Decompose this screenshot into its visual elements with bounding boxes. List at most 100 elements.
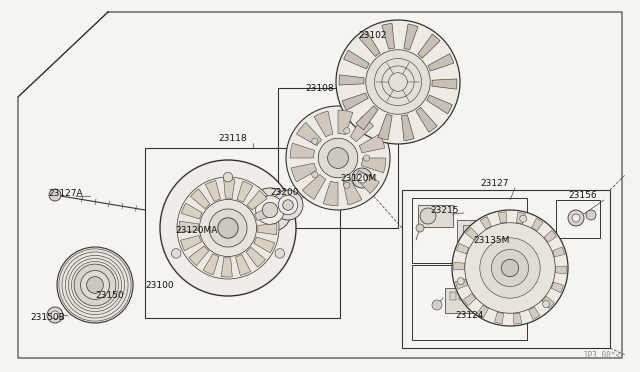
- Wedge shape: [401, 115, 414, 141]
- Circle shape: [262, 202, 278, 218]
- Circle shape: [49, 189, 61, 201]
- Text: 23102: 23102: [358, 31, 387, 39]
- Circle shape: [318, 138, 358, 178]
- Circle shape: [177, 177, 279, 279]
- Wedge shape: [499, 212, 507, 223]
- Wedge shape: [247, 190, 267, 210]
- Wedge shape: [477, 305, 488, 318]
- Text: 23127A: 23127A: [48, 189, 83, 198]
- Circle shape: [364, 155, 370, 161]
- Circle shape: [74, 264, 116, 306]
- Bar: [459, 292, 465, 300]
- Wedge shape: [224, 179, 235, 198]
- Wedge shape: [359, 32, 380, 57]
- Text: JP3 00*<: JP3 00*<: [583, 351, 620, 360]
- Bar: [445, 288, 487, 313]
- Text: 23118: 23118: [218, 134, 246, 142]
- Wedge shape: [314, 111, 333, 137]
- Wedge shape: [416, 108, 437, 132]
- Wedge shape: [236, 254, 251, 275]
- Wedge shape: [344, 50, 369, 69]
- Wedge shape: [342, 93, 368, 110]
- Circle shape: [492, 250, 529, 286]
- Text: 23156: 23156: [568, 190, 596, 199]
- Circle shape: [357, 173, 367, 183]
- Circle shape: [366, 50, 430, 114]
- Circle shape: [344, 128, 350, 134]
- Wedge shape: [513, 313, 522, 324]
- Circle shape: [568, 210, 584, 226]
- Wedge shape: [382, 23, 394, 49]
- Wedge shape: [323, 181, 338, 206]
- Bar: [457, 220, 487, 242]
- Wedge shape: [350, 116, 374, 142]
- Circle shape: [283, 200, 293, 210]
- Circle shape: [160, 160, 296, 296]
- Circle shape: [312, 172, 318, 178]
- Circle shape: [218, 218, 238, 238]
- Circle shape: [572, 214, 580, 222]
- Wedge shape: [181, 203, 202, 219]
- Wedge shape: [355, 170, 380, 193]
- Wedge shape: [246, 247, 266, 267]
- Text: 23135M: 23135M: [473, 235, 509, 244]
- Text: 23215: 23215: [430, 205, 458, 215]
- Wedge shape: [454, 262, 465, 270]
- Wedge shape: [179, 221, 198, 232]
- Text: 23200: 23200: [270, 187, 298, 196]
- Circle shape: [51, 311, 59, 319]
- Circle shape: [223, 172, 233, 182]
- Wedge shape: [542, 296, 554, 308]
- Text: 23120M: 23120M: [340, 173, 376, 183]
- Wedge shape: [418, 34, 440, 58]
- Wedge shape: [338, 110, 353, 135]
- Wedge shape: [339, 75, 364, 85]
- Wedge shape: [191, 189, 210, 209]
- Wedge shape: [296, 122, 322, 146]
- Circle shape: [86, 277, 104, 294]
- Text: 23150B: 23150B: [30, 314, 65, 323]
- Wedge shape: [291, 163, 317, 182]
- Bar: [402, 190, 610, 348]
- Circle shape: [278, 195, 298, 215]
- Circle shape: [543, 301, 550, 308]
- Circle shape: [336, 20, 460, 144]
- Circle shape: [209, 209, 247, 247]
- Wedge shape: [359, 134, 385, 153]
- Circle shape: [420, 208, 436, 224]
- Text: 23108: 23108: [305, 83, 333, 93]
- Circle shape: [416, 224, 424, 232]
- Wedge shape: [255, 205, 275, 221]
- Bar: [418, 205, 453, 227]
- Circle shape: [457, 278, 464, 285]
- Wedge shape: [529, 307, 540, 320]
- Text: 23100: 23100: [145, 280, 173, 289]
- Wedge shape: [189, 246, 209, 266]
- Bar: [145, 148, 340, 318]
- Circle shape: [480, 238, 540, 298]
- Text: 23127: 23127: [480, 179, 509, 187]
- Circle shape: [47, 307, 63, 323]
- Circle shape: [520, 215, 527, 222]
- Wedge shape: [361, 158, 386, 173]
- Circle shape: [352, 168, 372, 188]
- Text: 23124: 23124: [455, 311, 483, 320]
- Circle shape: [452, 210, 568, 326]
- Wedge shape: [343, 179, 362, 205]
- Bar: [468, 292, 474, 300]
- Wedge shape: [258, 224, 277, 235]
- Wedge shape: [356, 106, 378, 130]
- Wedge shape: [552, 247, 564, 257]
- Circle shape: [248, 188, 292, 232]
- Wedge shape: [378, 114, 392, 140]
- Bar: [412, 198, 527, 263]
- Circle shape: [344, 182, 350, 188]
- Wedge shape: [456, 243, 469, 254]
- Wedge shape: [221, 258, 232, 277]
- Wedge shape: [205, 180, 221, 202]
- Wedge shape: [456, 279, 467, 289]
- Text: 23150: 23150: [95, 291, 124, 299]
- Wedge shape: [203, 254, 219, 275]
- Wedge shape: [237, 181, 253, 202]
- Bar: [412, 265, 527, 340]
